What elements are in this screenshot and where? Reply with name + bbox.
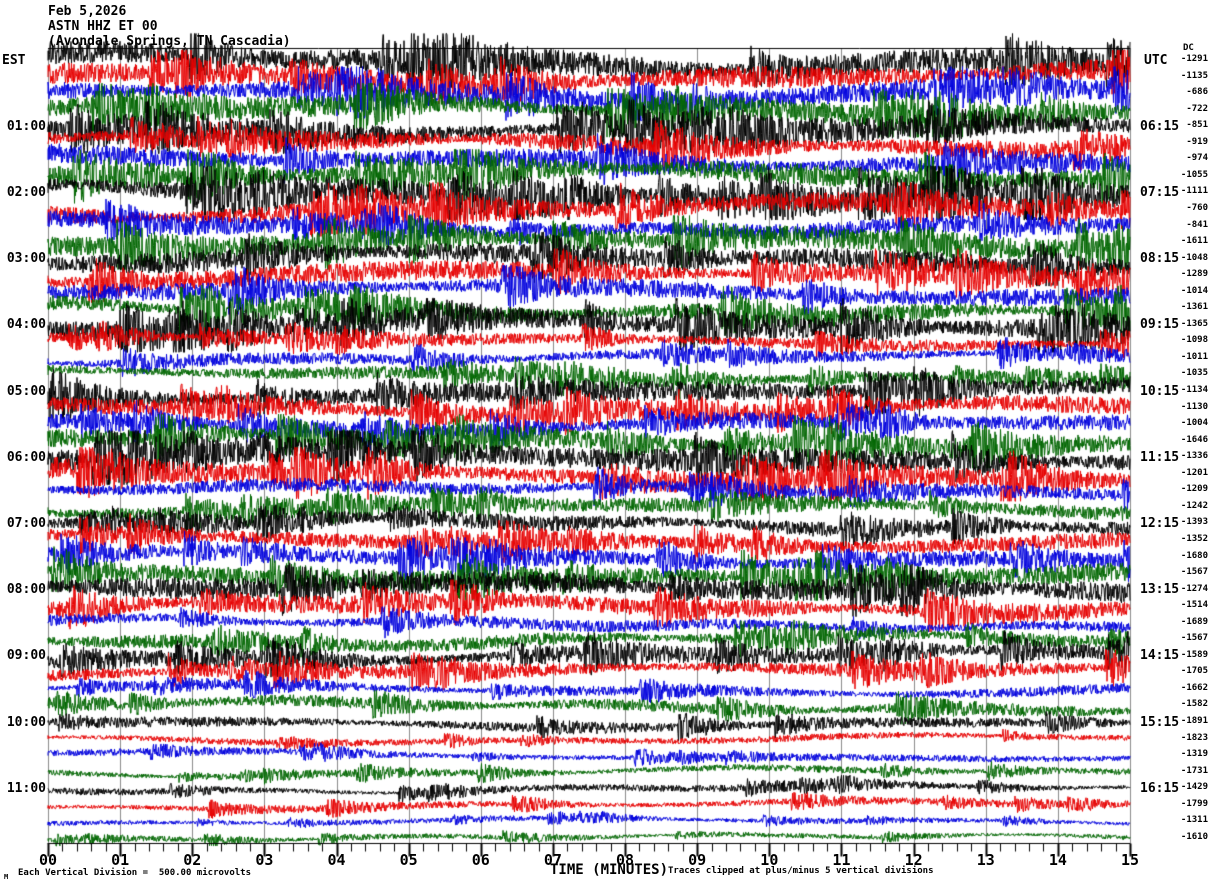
- header-date: Feb 5,2026: [48, 4, 127, 19]
- dc-offset-value: -1610: [1180, 831, 1208, 842]
- dc-offset-value: -1567: [1180, 567, 1208, 578]
- x-tick-label: 12: [904, 851, 923, 869]
- x-tick-label: 07: [543, 851, 562, 869]
- dc-offset-value: -1289: [1180, 269, 1208, 280]
- dc-offset-value: -1014: [1180, 285, 1208, 296]
- dc-offset-value: -1799: [1180, 798, 1208, 809]
- dc-offset-value: -1689: [1180, 616, 1208, 627]
- dc-offset-value: -1035: [1180, 368, 1208, 379]
- right-time-label: 09:15: [1140, 317, 1180, 333]
- dc-offset-value: -722: [1186, 103, 1208, 114]
- dc-offset-value: -1336: [1180, 451, 1208, 462]
- dc-offset-value: -1731: [1180, 765, 1208, 776]
- dc-offset-value: -1589: [1180, 649, 1208, 660]
- dc-offset-value: -1891: [1180, 716, 1208, 726]
- dc-offset-value: -974: [1186, 153, 1208, 164]
- dc-offset-value: -1011: [1180, 351, 1208, 362]
- dc-offset-value: -1274: [1180, 583, 1208, 594]
- x-tick-label: 05: [399, 851, 418, 869]
- x-tick-label: 00: [38, 851, 58, 869]
- dc-offset-value: -1055: [1180, 169, 1208, 180]
- dc-offset-value: -1662: [1180, 682, 1208, 693]
- x-tick-label: 06: [471, 851, 490, 869]
- right-time-label: 13:15: [1140, 582, 1180, 598]
- dc-column-title: DC: [1183, 43, 1194, 53]
- x-tick-label: 03: [255, 851, 274, 869]
- right-time-label: 06:15: [1140, 118, 1180, 134]
- dc-offset-value: -1004: [1180, 418, 1208, 429]
- left-time-label: 07:00: [6, 515, 46, 531]
- dc-offset-value: -919: [1186, 136, 1208, 147]
- dc-offset-value: -1361: [1180, 302, 1208, 313]
- x-tick-label: 04: [327, 851, 346, 869]
- left-time-label: 05:00: [6, 383, 46, 399]
- dc-offset-value: -1319: [1180, 749, 1208, 760]
- x-tick-label: 15: [1120, 851, 1140, 869]
- x-tick-label: 01: [111, 851, 130, 869]
- dc-offset-value: -760: [1186, 202, 1208, 213]
- dc-offset-value: -1611: [1180, 236, 1208, 247]
- x-tick-label: 09: [688, 851, 707, 869]
- header-location: (Avondale Springs, TN Cascadia): [48, 34, 291, 49]
- dc-offset-value: -1514: [1180, 600, 1208, 611]
- corner-watermark: M: [4, 873, 9, 881]
- left-time-label: 01:00: [6, 118, 46, 134]
- left-axis-title-est: EST: [2, 53, 26, 68]
- left-time-label: 06:00: [6, 449, 46, 465]
- left-time-label: 09:00: [6, 648, 46, 664]
- dc-offset-value: -1352: [1180, 533, 1208, 544]
- left-time-label: 08:00: [6, 582, 46, 598]
- dc-offset-value: -1098: [1180, 335, 1208, 346]
- left-time-label: 02:00: [6, 184, 46, 200]
- clip-note: Traces clipped at plus/minus 5 vertical …: [668, 866, 934, 876]
- right-time-label: 16:15: [1140, 780, 1180, 796]
- dc-offset-value: -1582: [1180, 699, 1208, 710]
- dc-offset-value: -1291: [1180, 54, 1208, 64]
- dc-offset-value: -1393: [1180, 517, 1208, 528]
- dc-offset-value: -1705: [1180, 666, 1208, 677]
- dc-offset-value: -1111: [1180, 186, 1208, 197]
- right-time-label: 12:15: [1140, 515, 1180, 531]
- dc-offset-value: -1209: [1180, 484, 1208, 495]
- x-tick-label: 10: [760, 851, 779, 869]
- header-station: ASTN HHZ ET 00: [48, 19, 158, 34]
- x-axis-title: TIME (MINUTES): [550, 862, 669, 878]
- right-time-label: 07:15: [1140, 184, 1180, 200]
- x-tick-label: 11: [832, 851, 851, 869]
- dc-offset-value: -1429: [1180, 782, 1208, 793]
- x-tick-label: 14: [1048, 851, 1067, 869]
- left-time-label: 10:00: [6, 714, 46, 730]
- dc-offset-value: -1130: [1180, 401, 1208, 412]
- dc-offset-value: -1242: [1180, 500, 1208, 511]
- dc-offset-value: -1048: [1180, 252, 1208, 263]
- dc-offset-value: -851: [1186, 120, 1208, 131]
- dc-offset-value: -686: [1186, 87, 1208, 98]
- dc-offset-value: -1311: [1180, 815, 1208, 826]
- x-tick-label: 08: [616, 851, 635, 869]
- right-time-label: 08:15: [1140, 251, 1180, 267]
- dc-offset-value: -1823: [1180, 732, 1208, 743]
- dc-offset-value: -1365: [1180, 318, 1208, 329]
- right-time-label: 10:15: [1140, 383, 1180, 399]
- right-time-label: 15:15: [1140, 714, 1180, 730]
- right-time-label: 11:15: [1140, 449, 1180, 465]
- dc-offset-value: -1567: [1180, 633, 1208, 644]
- left-time-label: 03:00: [6, 251, 46, 267]
- x-tick-label: 02: [183, 851, 202, 869]
- right-axis-title-utc: UTC: [1144, 53, 1168, 68]
- dc-offset-value: -1135: [1180, 70, 1208, 81]
- dc-offset-value: -1680: [1180, 550, 1208, 561]
- dc-offset-value: -1134: [1180, 385, 1208, 395]
- x-tick-label: 13: [976, 851, 995, 869]
- dc-offset-value: -1646: [1180, 434, 1208, 445]
- left-time-label: 04:00: [6, 317, 46, 333]
- scale-note: Each Vertical Division = 500.00 microvol…: [18, 868, 251, 878]
- dc-offset-value: -841: [1186, 219, 1208, 230]
- left-time-label: 11:00: [6, 780, 46, 796]
- dc-offset-value: -1201: [1180, 467, 1208, 478]
- right-time-label: 14:15: [1140, 648, 1180, 664]
